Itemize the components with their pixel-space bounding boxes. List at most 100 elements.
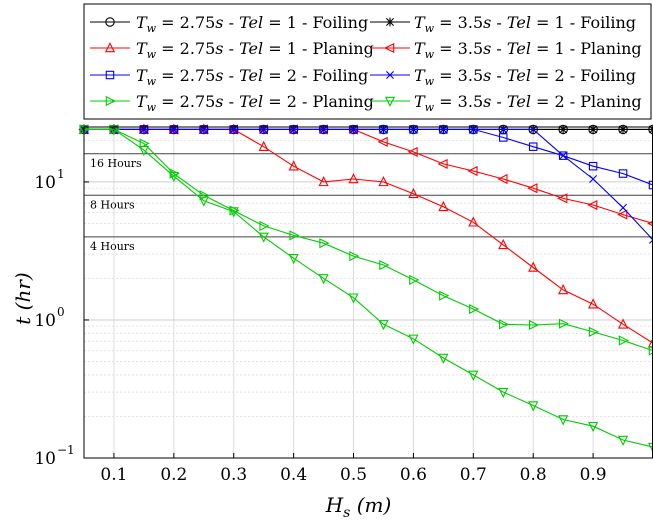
data-point — [498, 238, 509, 250]
data-point — [384, 42, 395, 54]
x-tick-label: 0.9 — [580, 465, 607, 485]
series-line — [84, 128, 653, 352]
data-point — [617, 209, 628, 220]
data-point — [408, 187, 419, 199]
data-point — [499, 133, 508, 142]
legend: Tw = 2.75s - Tel = 1 - Foiling Tw = 3.5s … — [83, 3, 652, 120]
x-tick-label: 0.2 — [160, 465, 187, 485]
legend-item — [370, 42, 410, 54]
data-point — [105, 70, 115, 80]
data-point — [528, 319, 540, 331]
x-axis-label: Hs (m) — [325, 493, 392, 521]
data-point — [288, 160, 299, 171]
data-point — [618, 125, 628, 134]
data-point — [498, 387, 509, 399]
data-point — [348, 293, 359, 304]
reference-line-label: 4 Hours — [90, 240, 135, 253]
reference-line-label: 8 Hours — [90, 198, 135, 211]
data-point — [377, 136, 388, 147]
series-line — [84, 128, 653, 225]
reference-line-label: 16 Hours — [90, 157, 142, 170]
x-tick-label: 0.3 — [220, 465, 247, 485]
data-point — [105, 17, 115, 27]
x-tick-label: 0.1 — [100, 465, 127, 485]
data-point — [499, 319, 510, 330]
data-point — [528, 142, 538, 151]
data-point — [407, 146, 418, 157]
data-point — [588, 421, 599, 433]
data-point — [587, 199, 598, 211]
legend-label: Tw = 3.5s - Tel = 2 - Foiling — [414, 66, 636, 88]
data-point — [588, 125, 598, 134]
data-point — [378, 175, 389, 187]
data-point — [559, 151, 568, 160]
data-point — [318, 175, 329, 187]
data-point — [378, 320, 389, 331]
data-point — [618, 335, 629, 346]
legend-label: Tw = 2.75s - Tel = 1 - Planing — [136, 39, 374, 61]
data-point — [558, 284, 569, 295]
data-point — [558, 125, 568, 134]
y-tick-exponent: −1 — [57, 443, 75, 457]
data-point — [558, 151, 568, 160]
data-point — [438, 353, 449, 364]
y-tick-label: 10 — [34, 449, 56, 469]
legend-box — [83, 3, 652, 120]
y-tick-label: 10 — [34, 311, 56, 331]
data-point — [649, 235, 653, 244]
data-point — [319, 238, 330, 249]
data-point — [438, 200, 449, 212]
data-point — [379, 259, 390, 271]
data-point — [468, 370, 479, 381]
legend-label: Tw = 2.75s - Tel = 1 - Foiling — [136, 13, 368, 35]
data-point — [527, 183, 538, 194]
data-point — [439, 290, 450, 301]
data-point — [384, 96, 396, 107]
data-point — [258, 232, 269, 243]
series-line — [84, 128, 653, 241]
x-tick-label: 0.4 — [280, 465, 307, 485]
data-point — [289, 230, 300, 241]
y-tick-exponent: 1 — [57, 167, 65, 181]
data-point — [558, 415, 569, 426]
data-point — [348, 173, 359, 184]
legend-item — [90, 70, 130, 80]
legend-item — [370, 17, 410, 27]
data-point — [648, 345, 653, 356]
legend-label: Tw = 2.75s - Tel = 2 - Foiling — [136, 66, 368, 88]
series-line — [84, 128, 653, 186]
x-tick-label: 0.8 — [520, 465, 547, 485]
data-point — [288, 253, 299, 265]
legend-item — [90, 42, 130, 53]
data-point — [528, 401, 539, 412]
x-tick-label: 0.6 — [400, 465, 427, 485]
legend-item — [370, 71, 410, 79]
data-point — [558, 318, 570, 329]
series-group — [78, 123, 653, 454]
data-point — [467, 165, 478, 177]
data-point — [318, 274, 329, 285]
data-point — [469, 303, 480, 315]
data-point — [617, 435, 629, 446]
data-point — [139, 138, 150, 149]
reference-lines: 16 Hours 8 Hours 4 Hours — [84, 153, 653, 253]
data-point — [647, 442, 653, 454]
legend-label: Tw = 3.5s - Tel = 1 - Foiling — [414, 13, 636, 35]
y-axis-label: t (hr) — [11, 272, 35, 324]
data-point — [259, 220, 270, 232]
data-point — [138, 145, 149, 157]
legend-item — [370, 96, 410, 107]
data-point — [588, 326, 600, 337]
data-point — [589, 175, 598, 183]
data-point — [497, 173, 508, 185]
data-point — [408, 334, 419, 345]
data-point — [588, 161, 598, 171]
series-6 — [80, 125, 653, 244]
series-8 — [78, 125, 653, 454]
data-point — [647, 337, 653, 348]
data-point — [105, 95, 116, 107]
series-line — [84, 128, 653, 448]
data-point — [617, 318, 629, 329]
x-tick-label: 0.7 — [460, 465, 487, 485]
